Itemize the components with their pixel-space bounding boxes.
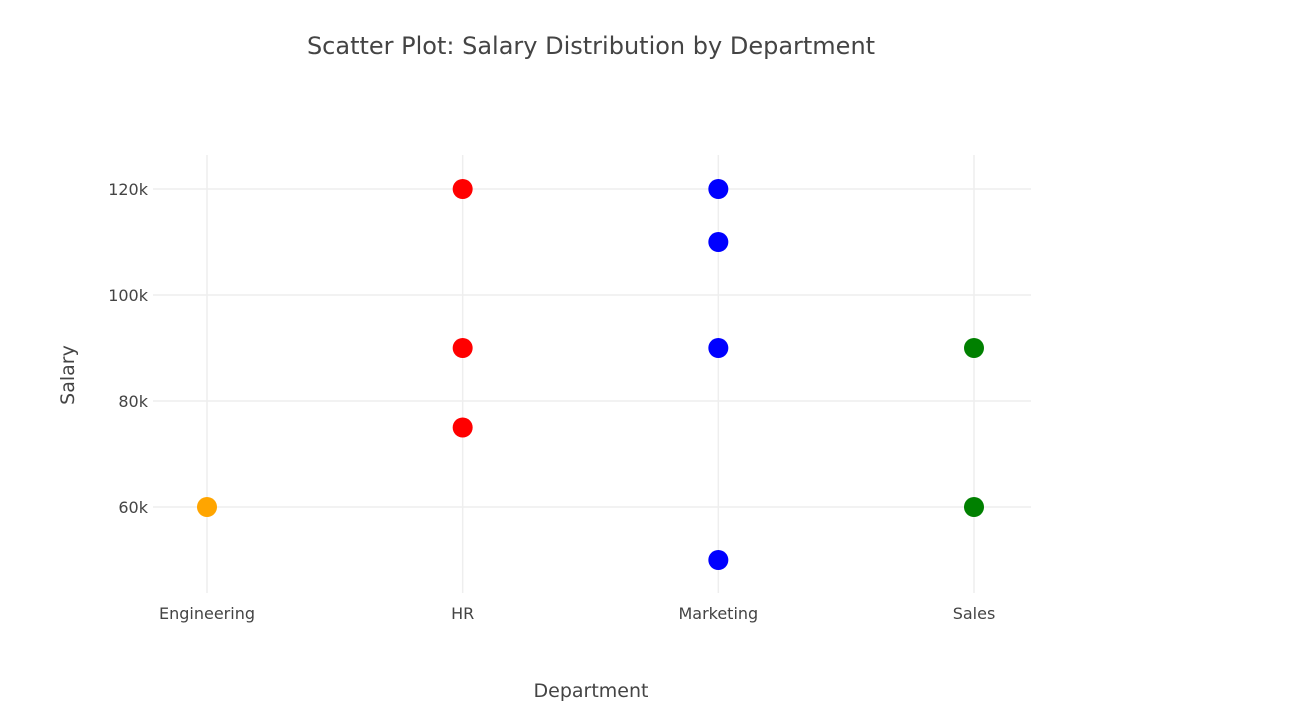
x-tick-label: Marketing [678, 604, 758, 623]
x-axis-title: Department [534, 680, 649, 702]
data-point[interactable] [708, 232, 729, 252]
y-axis-ticks: 60k 80k 100k 120k [108, 180, 149, 517]
y-tick-label: 60k [118, 498, 148, 517]
data-points [197, 179, 984, 570]
y-tick-label: 120k [108, 180, 149, 199]
data-point[interactable] [452, 338, 473, 358]
x-axis-ticks: Engineering HR Marketing Sales [159, 604, 995, 623]
y-axis-title: Salary [57, 345, 79, 405]
data-point[interactable] [197, 497, 217, 517]
x-tick-label: HR [451, 604, 474, 623]
y-tick-label: 80k [118, 392, 148, 411]
y-tick-label: 100k [108, 286, 149, 305]
data-point[interactable] [452, 179, 473, 199]
data-point[interactable] [708, 179, 729, 199]
x-tick-label: Engineering [159, 604, 255, 623]
gridlines [153, 155, 1031, 593]
data-point[interactable] [708, 550, 729, 570]
data-point[interactable] [964, 497, 984, 517]
data-point[interactable] [964, 338, 984, 358]
data-point[interactable] [452, 417, 473, 438]
data-point[interactable] [708, 338, 729, 358]
x-tick-label: Sales [953, 604, 996, 623]
chart-title: Scatter Plot: Salary Distribution by Dep… [307, 32, 875, 60]
